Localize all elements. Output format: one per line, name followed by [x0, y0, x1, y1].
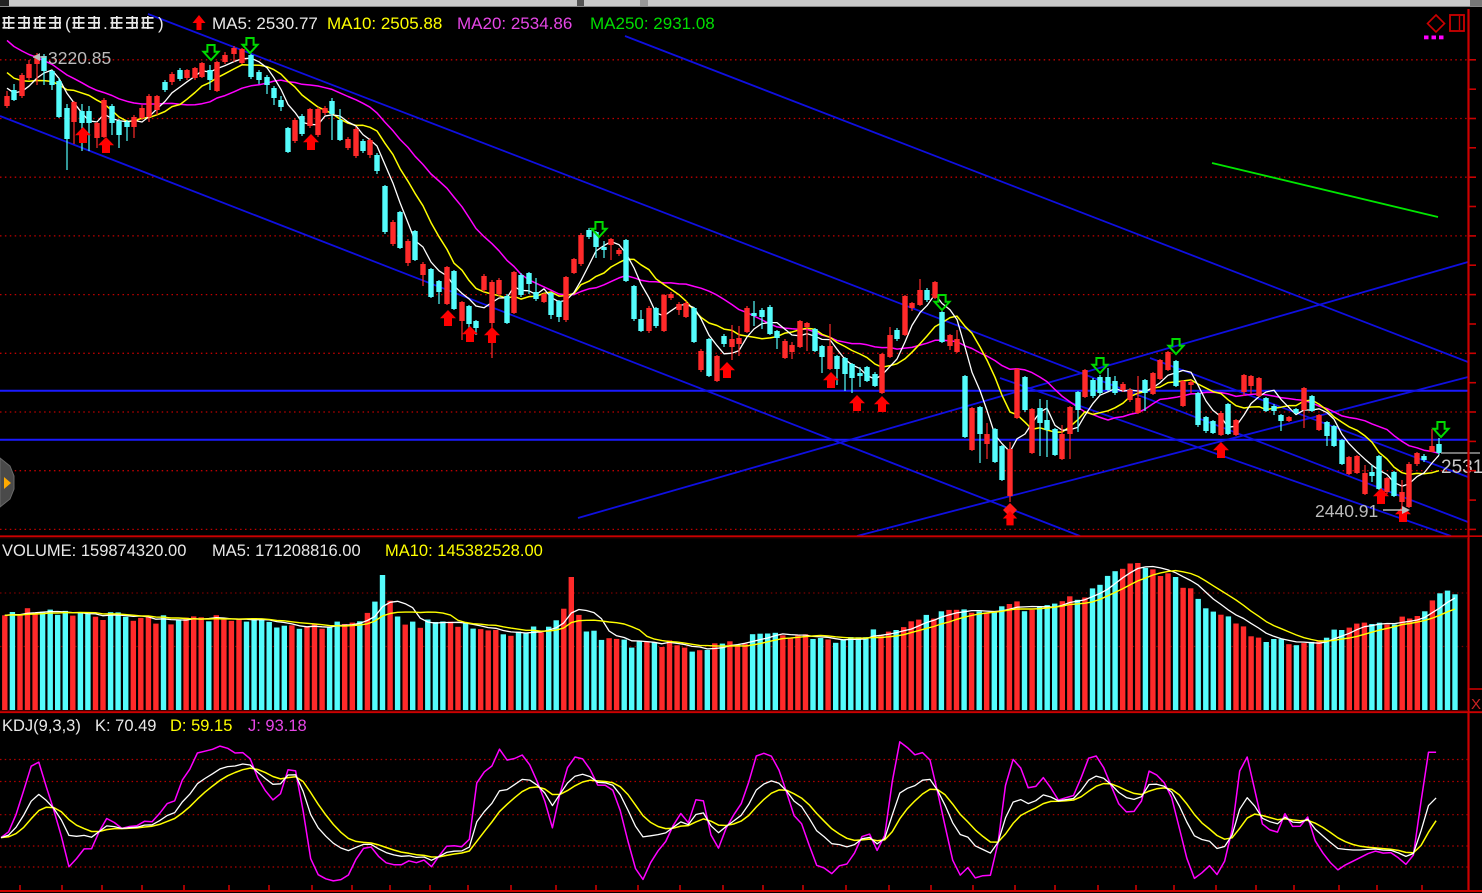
svg-text:MA5: 2530.77: MA5: 2530.77	[212, 14, 318, 33]
svg-text:2531: 2531	[1441, 457, 1482, 478]
svg-text:3220.85: 3220.85	[48, 48, 111, 68]
svg-text:MA250: 2931.08: MA250: 2931.08	[590, 14, 715, 33]
svg-text:MA5: 171208816.00: MA5: 171208816.00	[212, 542, 361, 560]
svg-text:): )	[158, 14, 164, 33]
svg-text:2440.91: 2440.91	[1315, 501, 1378, 521]
svg-text:K: 70.49: K: 70.49	[95, 717, 156, 735]
svg-text:(: (	[65, 14, 71, 33]
svg-text:VOLUME: 159874320.00: VOLUME: 159874320.00	[2, 542, 186, 560]
svg-text:MA20: 2534.86: MA20: 2534.86	[457, 14, 572, 33]
svg-text:KDJ(9,3,3): KDJ(9,3,3)	[2, 717, 81, 735]
svg-text:MA10: 2505.88: MA10: 2505.88	[327, 14, 442, 33]
svg-text:X: X	[1471, 696, 1481, 713]
svg-text:MA10: 145382528.00: MA10: 145382528.00	[385, 542, 543, 560]
svg-text:D: 59.15: D: 59.15	[170, 717, 232, 735]
svg-text:.: .	[103, 14, 108, 33]
svg-text:J: 93.18: J: 93.18	[248, 717, 307, 735]
